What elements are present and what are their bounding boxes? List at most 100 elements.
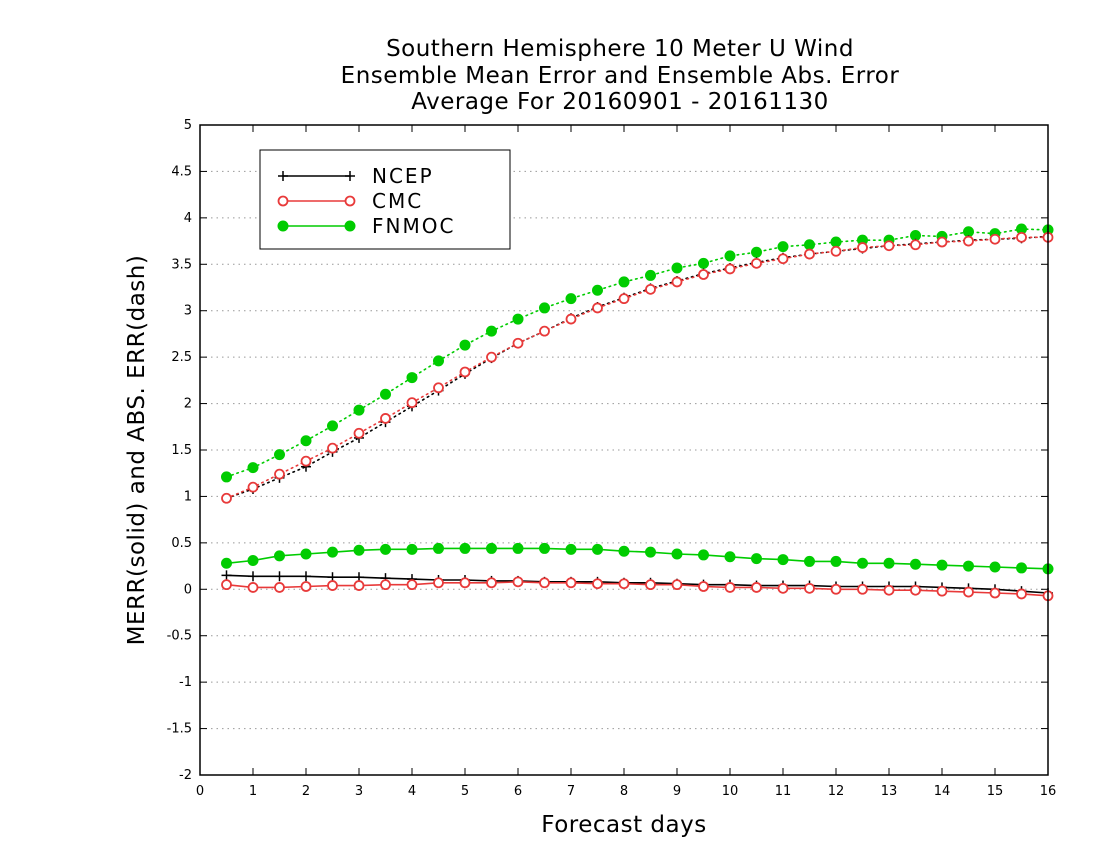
x-tick-label: 7 <box>567 784 575 799</box>
y-tick-label: 0 <box>184 582 192 597</box>
ncep-merr-point <box>221 570 232 581</box>
y-tick-label: 0.5 <box>171 536 192 551</box>
cmc-abs-err-point <box>221 492 232 504</box>
cmc-series <box>221 231 1054 602</box>
cmc-abs-err-point <box>751 257 762 269</box>
cmc-abs-err-point <box>910 239 921 251</box>
fnmoc-merr-point <box>910 558 921 570</box>
chart-title-line-3: Average For 20160901 - 20161130 <box>411 89 829 115</box>
fnmoc-merr-point <box>380 543 391 555</box>
cmc-merr-point <box>830 583 842 595</box>
fnmoc-abs-err-point <box>274 449 285 461</box>
cmc-abs-err-point <box>989 233 1001 245</box>
fnmoc-abs-err-point <box>512 313 524 325</box>
fnmoc-merr-point <box>883 557 895 569</box>
fnmoc-merr-point <box>724 551 736 563</box>
cmc-merr-point <box>486 577 497 589</box>
fnmoc-merr-point <box>936 559 948 571</box>
fnmoc-merr-point <box>300 548 312 560</box>
cmc-merr-point <box>433 577 444 589</box>
y-tick-label: 3.5 <box>171 257 192 272</box>
fnmoc-merr-point <box>459 542 471 554</box>
cmc-merr-point <box>936 585 948 597</box>
fnmoc-merr-point <box>1016 562 1027 574</box>
cmc-merr-point <box>777 582 789 594</box>
fnmoc-merr-point <box>751 553 762 565</box>
fnmoc-merr-point <box>645 546 656 558</box>
fnmoc-merr-point <box>433 542 444 554</box>
cmc-merr-point <box>724 582 736 593</box>
cmc-merr-point <box>698 581 709 592</box>
cmc-abs-err-point <box>618 293 630 305</box>
fnmoc-merr-point <box>830 555 842 567</box>
cmc-merr-point <box>963 586 974 598</box>
y-tick-label: 2 <box>184 397 192 412</box>
fnmoc-abs-err-point <box>804 239 815 251</box>
legend-label: CMC <box>372 189 423 213</box>
fnmoc-abs-err-point <box>645 269 656 281</box>
x-tick-label: 0 <box>196 784 204 799</box>
x-tick-label: 10 <box>722 784 739 799</box>
plot-area-frame <box>199 124 1049 776</box>
x-tick-label: 5 <box>461 784 469 799</box>
cmc-abs-err-point <box>592 302 603 314</box>
fnmoc-merr-point <box>486 542 497 554</box>
cmc-abs-err-point <box>698 269 709 280</box>
cmc-abs-err-point <box>883 240 895 252</box>
legend-entry-ncep: NCEP <box>278 164 434 188</box>
cmc-abs-err-point <box>671 276 683 288</box>
fnmoc-merr-point <box>539 542 550 554</box>
legend-label: FNMOC <box>372 214 455 238</box>
cmc-abs-err-point <box>327 442 338 454</box>
fnmoc-abs-err-point <box>221 471 232 483</box>
legend-cmc-point <box>344 195 356 207</box>
fnmoc-merr-point <box>698 549 709 561</box>
legend-entry-cmc: CMC <box>277 189 423 213</box>
legend-entry-fnmoc: FNMOC <box>277 214 455 238</box>
x-tick-label: 4 <box>408 784 416 799</box>
cmc-abs-err-point <box>433 382 444 394</box>
fnmoc-merr-point <box>512 542 524 554</box>
axis-ticks: -2-1.5-1-0.500.511.522.533.544.550 1 2 3 4 5 6… <box>167 118 1057 799</box>
cmc-merr-point <box>592 578 603 590</box>
cmc-merr-point <box>406 579 418 591</box>
fnmoc-merr-point <box>353 544 365 556</box>
fnmoc-abs-err-point <box>618 276 630 288</box>
x-tick-label: 2 <box>302 784 310 799</box>
fnmoc-merr-point <box>857 557 868 569</box>
cmc-abs-err-point <box>380 413 391 424</box>
fnmoc-merr-point <box>804 555 815 567</box>
x-tick-label: 3 <box>355 784 363 799</box>
ncep-merr-point <box>248 571 258 582</box>
ncep-abs-err-line <box>225 235 1049 500</box>
fnmoc-merr-point <box>247 555 259 566</box>
cmc-merr-point <box>300 581 312 592</box>
fnmoc-abs-err-point <box>671 262 683 274</box>
fnmoc-merr-point <box>618 545 630 557</box>
ncep-merr-point <box>301 571 311 582</box>
legend-label: NCEP <box>372 164 434 188</box>
x-tick-label: 16 <box>1040 784 1057 799</box>
cmc-merr-point <box>459 577 471 589</box>
cmc-merr-point <box>883 584 895 596</box>
cmc-abs-err-point <box>963 235 974 247</box>
fnmoc-merr-point <box>565 543 577 555</box>
y-tick-label: 3 <box>184 304 192 319</box>
cmc-merr-point <box>512 576 524 588</box>
y-tick-label: -0.5 <box>167 629 192 644</box>
fnmoc-merr-point <box>963 560 974 572</box>
cmc-merr-point <box>247 582 259 593</box>
cmc-abs-err-point <box>645 283 656 295</box>
legend-fnmoc-point <box>277 220 289 232</box>
cmc-merr-point <box>618 578 630 590</box>
fnmoc-merr-point <box>592 543 603 555</box>
x-tick-label: 11 <box>775 784 792 799</box>
y-tick-label: 1 <box>184 489 192 504</box>
cmc-abs-err-point <box>353 427 365 439</box>
fnmoc-abs-err-point <box>327 420 338 432</box>
cmc-abs-err-point <box>804 248 815 260</box>
cmc-merr-point <box>910 584 921 596</box>
cmc-merr-point <box>857 583 868 595</box>
